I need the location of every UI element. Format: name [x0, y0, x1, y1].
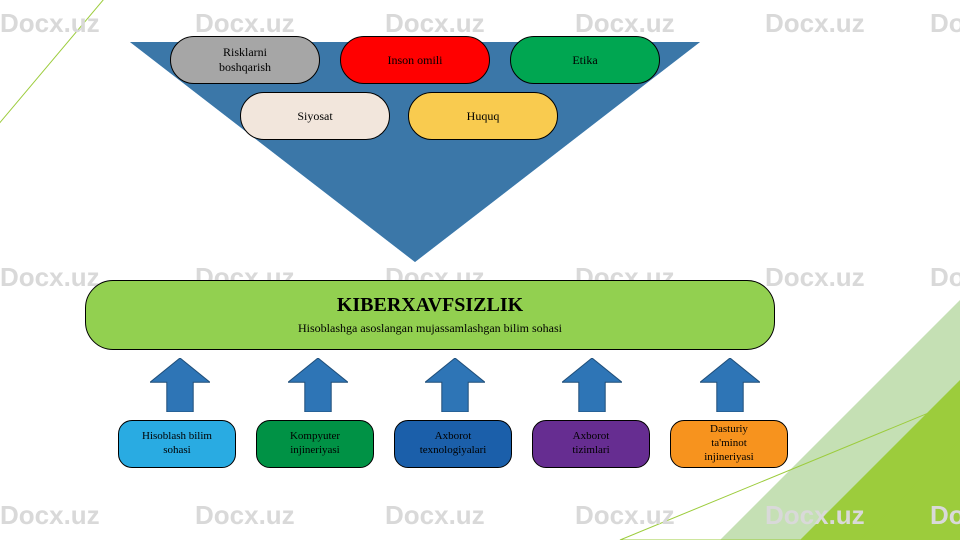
top-pill-1: Inson omili: [340, 36, 490, 84]
up-arrow-3: [562, 358, 622, 412]
up-arrow-1: [288, 358, 348, 412]
top-pill-0: Risklarniboshqarish: [170, 36, 320, 84]
bottom-pill-3: Axborottizimlari: [532, 420, 650, 468]
bottom-pill-1: Kompyuterinjineriyasi: [256, 420, 374, 468]
bottom-pill-0: Hisoblash bilimsohasi: [118, 420, 236, 468]
up-arrow-2: [425, 358, 485, 412]
top-pill-2: Etika: [510, 36, 660, 84]
up-arrow-4: [700, 358, 760, 412]
bottom-pill-4: Dasturiyta'minotinjineriyasi: [670, 420, 788, 468]
top-pill-3: Siyosat: [240, 92, 390, 140]
up-arrow-0: [150, 358, 210, 412]
diagram-content: Risklarniboshqarish Inson omili Etika Siyos…: [0, 0, 960, 540]
center-subtitle: Hisoblashga asoslangan mujassamlashgan b…: [298, 321, 562, 336]
bottom-pill-2: Axborottexnologiyalari: [394, 420, 512, 468]
center-topic-box: KIBERXAVFSIZLIK Hisoblashga asoslangan m…: [85, 280, 775, 350]
center-title: KIBERXAVFSIZLIK: [337, 294, 523, 317]
top-pill-4: Huquq: [408, 92, 558, 140]
